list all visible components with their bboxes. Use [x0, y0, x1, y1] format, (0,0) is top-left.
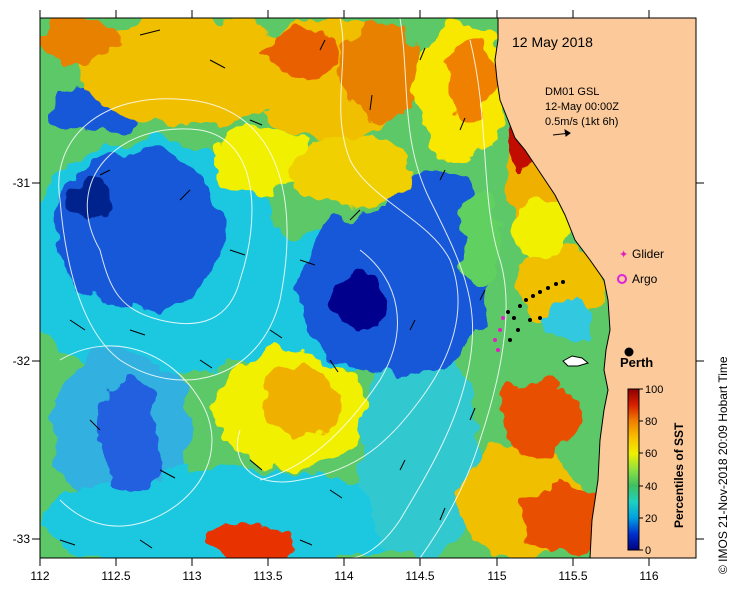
credit-text: © IMOS 21-Nov-2018 20:09 Hobart Time — [716, 356, 730, 574]
current-vectors — [59, 29, 486, 549]
x-tick-label: 115.5 — [558, 569, 587, 583]
x-tick-label: 113 — [182, 569, 201, 583]
current-info-line1: DM01 GSL — [545, 86, 599, 98]
city-label-perth: Perth — [620, 355, 653, 370]
current-info-line3: 0.5m/s (1kt 6h) — [545, 116, 618, 128]
sst-field — [40, 18, 696, 558]
x-tick-label: 114 — [334, 569, 353, 583]
scale-arrow — [552, 129, 571, 137]
glider-legend-marker: ✦ — [619, 248, 628, 261]
x-tick-label: 114.5 — [405, 569, 434, 583]
y-tick-label: -33 — [13, 532, 31, 546]
x-axis — [39, 10, 650, 566]
glider-track — [493, 280, 565, 352]
y-tick-label: -32 — [13, 354, 31, 368]
perth-marker — [624, 347, 634, 357]
plot-frame — [39, 17, 697, 559]
argo-legend-label: Argo — [632, 272, 658, 286]
x-tick-label: 113.5 — [253, 569, 282, 583]
colorbar-tick-label: 0 — [645, 545, 651, 557]
x-tick-label: 112.5 — [101, 569, 130, 583]
colorbar-tick-label: 100 — [645, 384, 663, 396]
glider-legend-label: Glider — [632, 247, 664, 261]
x-tick-label: 116 — [639, 569, 658, 583]
colorbar-title: Percentiles of SST — [672, 422, 686, 528]
rottnest-island — [562, 355, 590, 367]
colorbar-tick-label: 40 — [645, 481, 657, 493]
map-date-title: 12 May 2018 — [512, 34, 593, 50]
colorbar-tick-label: 60 — [645, 448, 657, 460]
colorbar-gradient — [627, 388, 640, 551]
colorbar-tick-label: 20 — [645, 513, 657, 525]
colorbar-tick-label: 80 — [645, 416, 657, 428]
argo-legend-marker — [617, 274, 627, 284]
x-tick-label: 115 — [487, 569, 506, 583]
current-info-line2: 12-May 00:00Z — [545, 101, 619, 113]
legend: ✦ Glider Argo — [617, 247, 664, 286]
land-mass — [494, 18, 696, 558]
x-tick-label: 112 — [30, 569, 49, 583]
bathymetry-contours — [58, 18, 507, 558]
y-axis — [32, 182, 704, 540]
y-tick-label: -31 — [13, 176, 31, 190]
colorbar: 100 80 60 40 20 0 Percentiles of SST — [627, 384, 686, 557]
